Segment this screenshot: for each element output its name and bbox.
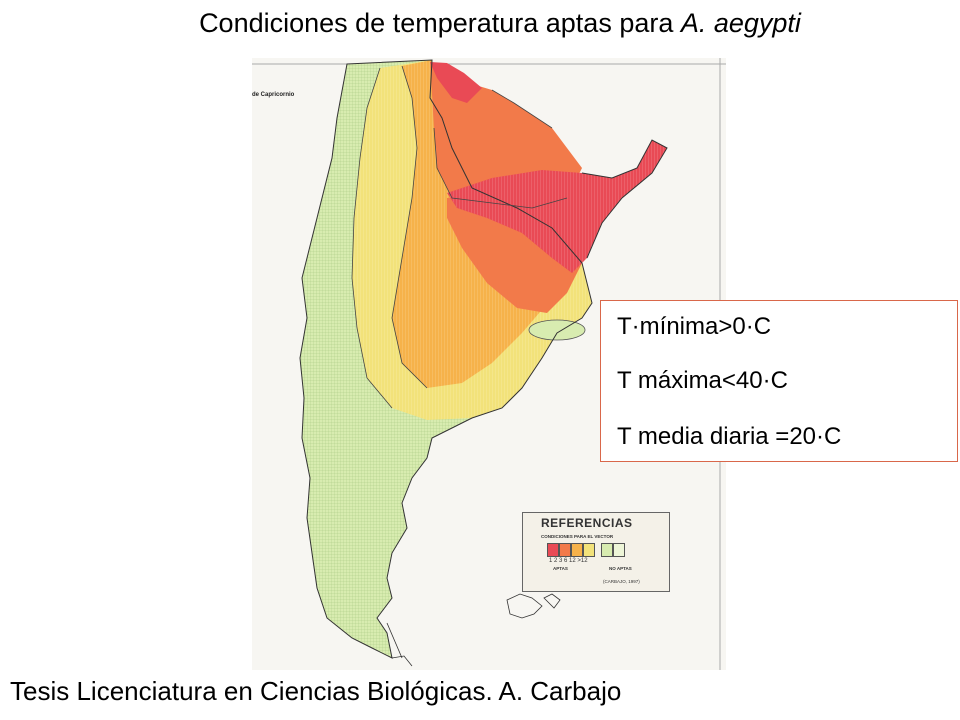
map-legend: REFERENCIAS CONDICIONES PARA EL VECTOR 1…	[522, 512, 670, 592]
legend-title: REFERENCIAS	[541, 516, 633, 530]
zone-1-north	[430, 62, 482, 103]
title-text: Condiciones de temperatura aptas para	[199, 8, 681, 38]
min-temp-condition: T·mínima>0·C	[617, 313, 772, 340]
argentina-map: de Capricornio	[252, 58, 726, 670]
legend-credit: (CARBAJO, 1997)	[603, 579, 640, 584]
footer-citation: Tesis Licenciatura en Ciencias Biológica…	[10, 676, 622, 706]
legend-swatch-3	[571, 543, 583, 557]
legend-swatch-6	[583, 543, 595, 557]
legend-swatches	[547, 543, 625, 557]
temperature-conditions-box: T·mínima>0·C T máxima<40·C T media diari…	[600, 300, 958, 462]
buenos-aires-oval	[528, 319, 586, 341]
malvinas-islands	[506, 593, 561, 619]
legend-not-apt-label: NO APTAS	[609, 566, 632, 571]
legend-swatch-over-12	[613, 543, 625, 557]
species-name: A. aegypti	[680, 8, 801, 38]
max-temp-condition: T máxima<40·C	[617, 367, 788, 394]
map-svg	[252, 58, 726, 670]
slide-title: Condiciones de temperatura aptas para A.…	[0, 8, 960, 39]
tropic-label: de Capricornio	[252, 92, 295, 98]
mean-temp-condition: T media diaria =20·C	[617, 423, 842, 450]
legend-swatch-1	[547, 543, 559, 557]
legend-swatch-12	[601, 543, 613, 557]
legend-swatch-2	[559, 543, 571, 557]
legend-apt-label: APTAS	[553, 566, 568, 571]
legend-numbers: 1 2 3 6 12 >12	[549, 558, 588, 564]
legend-subtitle: CONDICIONES PARA EL VECTOR	[541, 534, 614, 539]
